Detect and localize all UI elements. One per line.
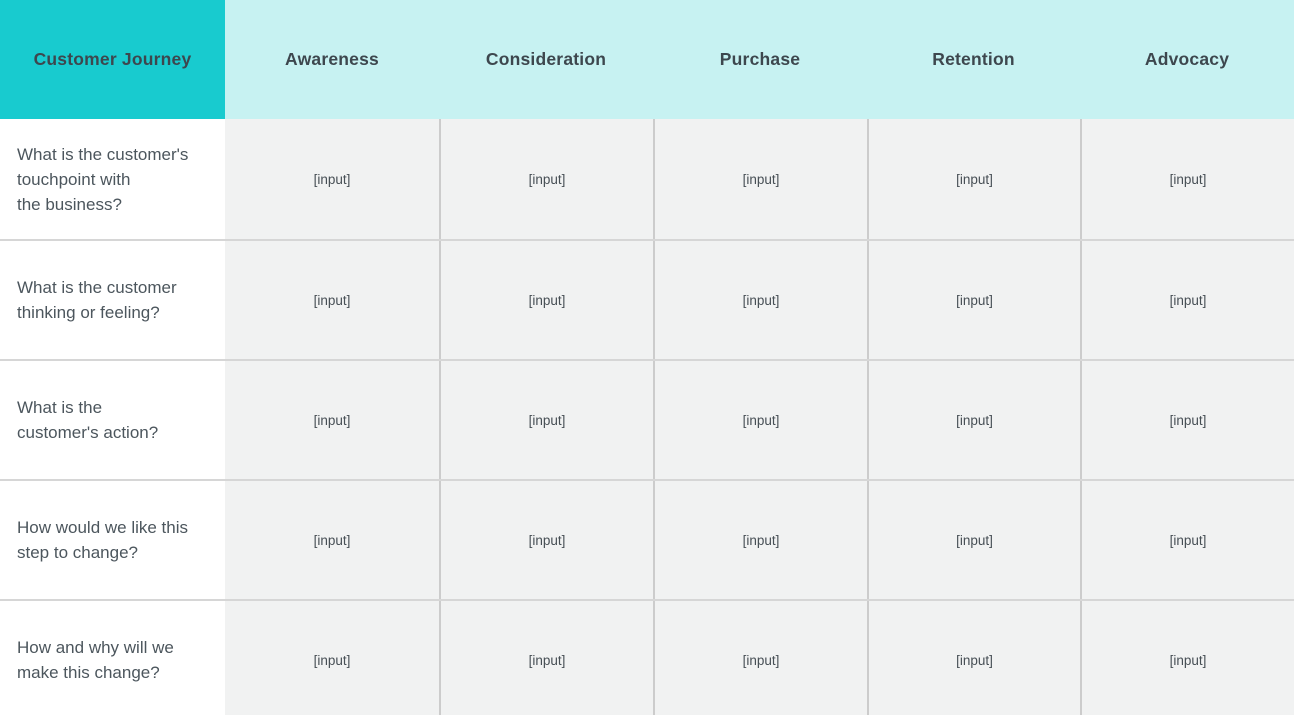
input-cell-make-change-consideration[interactable]: [input] — [439, 601, 653, 715]
input-cell-step-change-awareness[interactable]: [input] — [225, 481, 439, 599]
table-row-make-change: How and why will we make this change? [i… — [0, 599, 1294, 715]
row-question-touchpoint: What is the customer's touchpoint with t… — [0, 119, 225, 239]
input-cell-make-change-retention[interactable]: [input] — [867, 601, 1080, 715]
input-cell-touchpoint-awareness[interactable]: [input] — [225, 119, 439, 239]
input-cell-thinking-awareness[interactable]: [input] — [225, 241, 439, 359]
column-header-advocacy: Advocacy — [1080, 0, 1294, 119]
input-cell-thinking-retention[interactable]: [input] — [867, 241, 1080, 359]
column-header-consideration: Consideration — [439, 0, 653, 119]
table-row-step-change: How would we like this step to change? [… — [0, 479, 1294, 599]
input-cell-step-change-advocacy[interactable]: [input] — [1080, 481, 1294, 599]
column-header-purchase: Purchase — [653, 0, 867, 119]
input-cell-touchpoint-advocacy[interactable]: [input] — [1080, 119, 1294, 239]
table-row-thinking-feeling: What is the customer thinking or feeling… — [0, 239, 1294, 359]
input-cell-thinking-advocacy[interactable]: [input] — [1080, 241, 1294, 359]
row-question-make-change: How and why will we make this change? — [0, 601, 225, 715]
input-cell-step-change-retention[interactable]: [input] — [867, 481, 1080, 599]
input-cell-touchpoint-purchase[interactable]: [input] — [653, 119, 867, 239]
input-cell-make-change-awareness[interactable]: [input] — [225, 601, 439, 715]
column-header-retention: Retention — [867, 0, 1080, 119]
table-header-row: Customer Journey Awareness Consideration… — [0, 0, 1294, 119]
row-question-action: What is the customer's action? — [0, 361, 225, 479]
table-row-touchpoint: What is the customer's touchpoint with t… — [0, 119, 1294, 239]
input-cell-action-awareness[interactable]: [input] — [225, 361, 439, 479]
input-cell-action-retention[interactable]: [input] — [867, 361, 1080, 479]
input-cell-make-change-purchase[interactable]: [input] — [653, 601, 867, 715]
corner-header-customer-journey: Customer Journey — [0, 0, 225, 119]
input-cell-thinking-consideration[interactable]: [input] — [439, 241, 653, 359]
row-question-thinking-feeling: What is the customer thinking or feeling… — [0, 241, 225, 359]
column-header-awareness: Awareness — [225, 0, 439, 119]
input-cell-action-consideration[interactable]: [input] — [439, 361, 653, 479]
input-cell-make-change-advocacy[interactable]: [input] — [1080, 601, 1294, 715]
input-cell-touchpoint-consideration[interactable]: [input] — [439, 119, 653, 239]
table-row-action: What is the customer's action? [input] [… — [0, 359, 1294, 479]
input-cell-touchpoint-retention[interactable]: [input] — [867, 119, 1080, 239]
row-question-step-change: How would we like this step to change? — [0, 481, 225, 599]
input-cell-step-change-consideration[interactable]: [input] — [439, 481, 653, 599]
input-cell-thinking-purchase[interactable]: [input] — [653, 241, 867, 359]
input-cell-action-purchase[interactable]: [input] — [653, 361, 867, 479]
input-cell-action-advocacy[interactable]: [input] — [1080, 361, 1294, 479]
input-cell-step-change-purchase[interactable]: [input] — [653, 481, 867, 599]
